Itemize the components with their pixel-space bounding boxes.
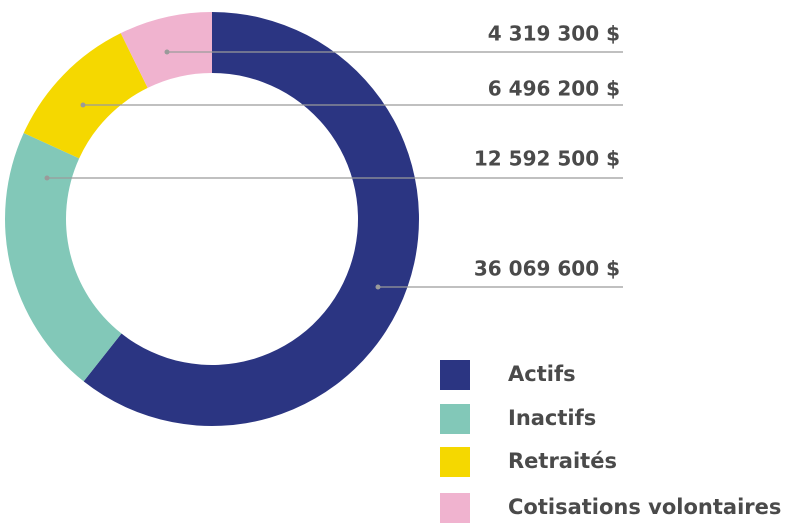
leader-dot: [44, 175, 50, 181]
legend-label: Actifs: [508, 362, 576, 386]
legend-swatch: [440, 360, 470, 390]
donut-segment: [83, 12, 420, 426]
legend-swatch: [440, 404, 470, 434]
legend-label: Cotisations volontaires: [508, 495, 781, 519]
leader-dot: [375, 284, 381, 290]
value-label: 12 592 500 $: [474, 147, 620, 171]
legend-label: Inactifs: [508, 406, 596, 430]
donut-segment: [5, 133, 122, 382]
value-label: 4 319 300 $: [488, 22, 620, 46]
leader-dot: [164, 49, 170, 55]
legend-swatch: [440, 493, 470, 523]
legend-swatch: [440, 447, 470, 477]
leader-dot: [80, 102, 86, 108]
donut-segment: [23, 33, 148, 159]
legend-label: Retraités: [508, 449, 617, 473]
value-label: 36 069 600 $: [474, 257, 620, 281]
value-label: 6 496 200 $: [488, 77, 620, 101]
